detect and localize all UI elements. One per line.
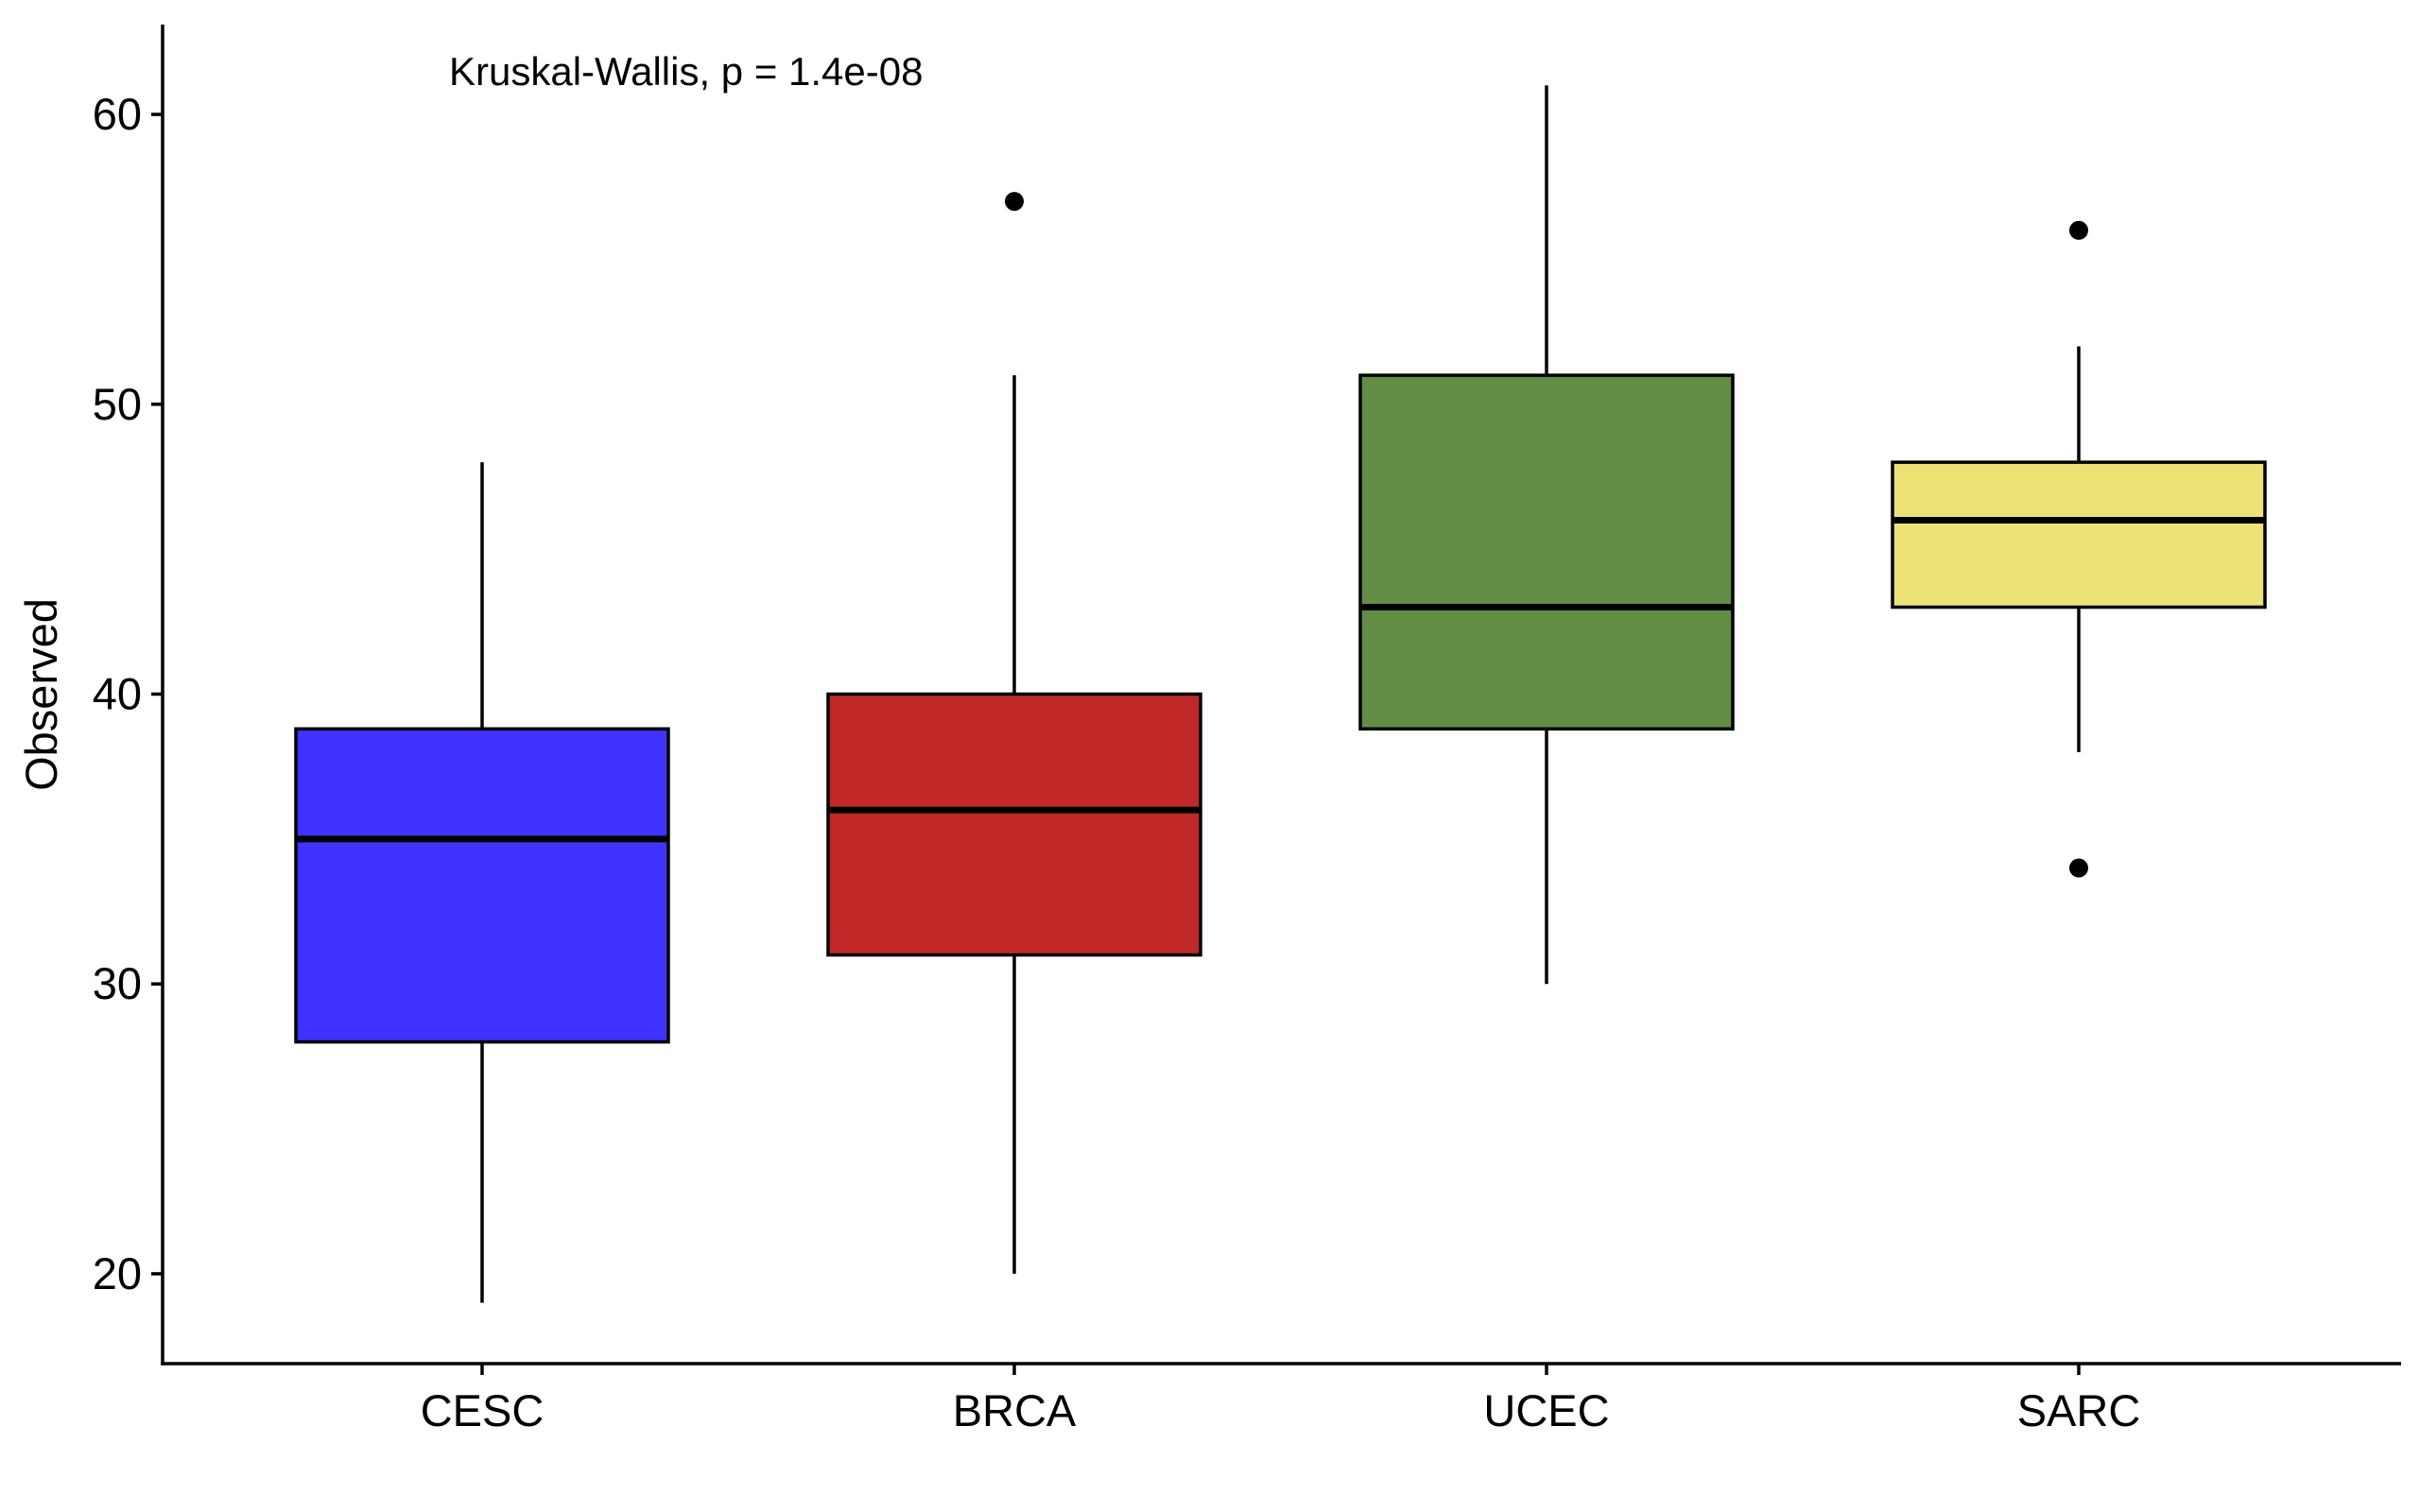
iqr-box-cesc <box>296 729 668 1041</box>
y-axis-label: Observed <box>16 598 66 791</box>
y-tick-label: 30 <box>93 958 142 1008</box>
iqr-box-sarc <box>1893 462 2265 607</box>
iqr-box-brca <box>828 695 1201 955</box>
y-tick-label: 20 <box>93 1248 142 1298</box>
outlier-point-brca <box>1005 192 1024 211</box>
outlier-point-sarc <box>2069 221 2088 240</box>
kruskal-wallis-annotation: Kruskal-Wallis, p = 1.4e-08 <box>449 49 923 94</box>
x-tick-label-sarc: SARC <box>2017 1385 2141 1435</box>
x-tick-label-brca: BRCA <box>953 1385 1077 1435</box>
y-tick-label: 50 <box>93 379 142 429</box>
x-tick-label-ucec: UCEC <box>1483 1385 1609 1435</box>
outlier-point-sarc <box>2069 859 2088 878</box>
x-tick-label-cesc: CESC <box>421 1385 544 1435</box>
y-tick-label: 40 <box>93 669 142 719</box>
y-tick-label: 60 <box>93 89 142 139</box>
iqr-box-ucec <box>1360 375 1733 729</box>
